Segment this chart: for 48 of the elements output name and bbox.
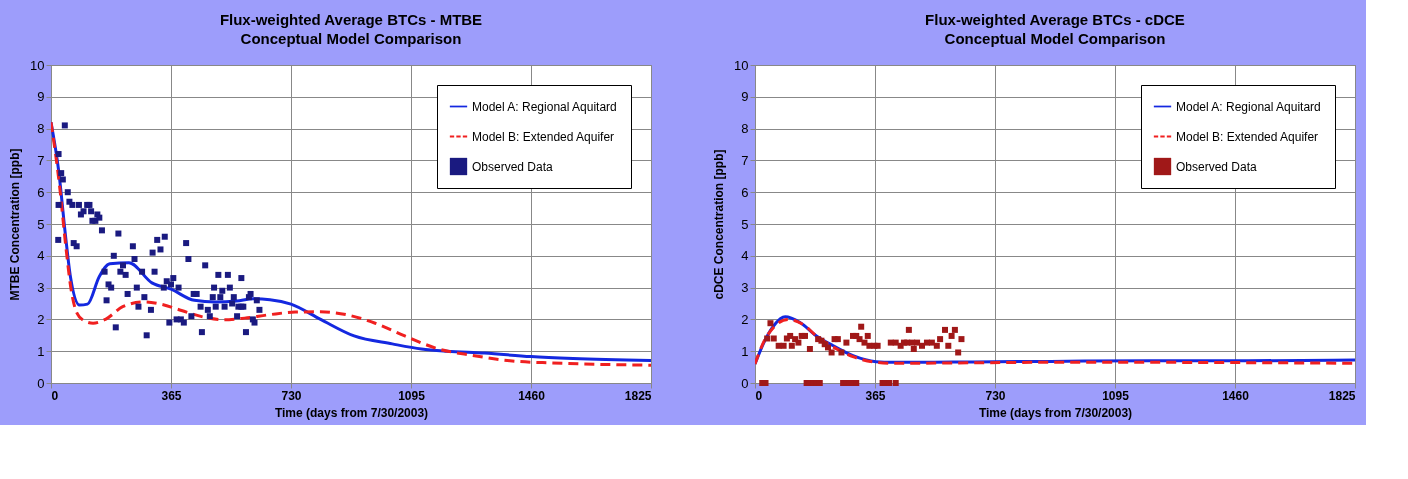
y-tick-label: 9 [37, 89, 45, 105]
y-axis-title: MTBE Concentration [ppb] [8, 148, 23, 301]
legend-label: Model B: Extended Aquifer [472, 129, 615, 144]
y-tick-label: 6 [37, 184, 45, 200]
legend-label: Model A: Regional Aquitard [472, 99, 617, 114]
chart-title: Flux-weighted Average BTCs - MTBE [219, 11, 483, 28]
x-tick-label: 730 [985, 388, 1006, 403]
y-tick-label: 10 [734, 57, 749, 73]
y-tick-label: 1 [37, 343, 45, 359]
y-tick-label: 7 [741, 152, 749, 168]
y-tick-label: 2 [741, 311, 749, 327]
y-tick-label: 3 [741, 280, 749, 296]
chart-title: Flux-weighted Average BTCs - cDCE [925, 11, 1185, 28]
x-tick-label: 1460 [1222, 388, 1250, 403]
legend-label: Model B: Extended Aquifer [1176, 129, 1319, 144]
x-tick-label: 0 [51, 388, 59, 403]
y-tick-label: 4 [741, 248, 749, 264]
chart-subtitle: Conceptual Model Comparison [944, 30, 1166, 47]
y-tick-label: 4 [37, 248, 45, 264]
chart-subtitle: Conceptual Model Comparison [240, 30, 462, 47]
y-tick-label: 2 [37, 311, 45, 327]
x-tick-label: 365 [161, 388, 182, 403]
y-axis-title: cDCE Concentration [ppb] [712, 149, 727, 300]
y-tick-label: 5 [741, 216, 749, 232]
y-tick-label: 1 [741, 343, 749, 359]
y-tick-label: 9 [741, 89, 749, 105]
y-tick-label: 7 [37, 152, 45, 168]
x-tick-label: 1825 [1328, 388, 1356, 403]
y-tick-label: 3 [37, 280, 45, 296]
x-axis-title: Time (days from 7/30/2003) [978, 405, 1133, 420]
y-tick-label: 6 [741, 184, 749, 200]
x-tick-label: 1095 [1102, 388, 1130, 403]
legend-label: Observed Data [1176, 159, 1258, 174]
y-tick-label: 0 [741, 375, 749, 391]
x-axis-title: Time (days from 7/30/2003) [274, 405, 429, 420]
x-tick-label: 1825 [624, 388, 652, 403]
x-tick-label: 1095 [398, 388, 426, 403]
legend-label: Model A: Regional Aquitard [1176, 99, 1321, 114]
legend-label: Observed Data [472, 159, 554, 174]
y-tick-label: 8 [37, 121, 45, 137]
y-tick-label: 8 [741, 121, 749, 137]
y-tick-label: 0 [37, 375, 45, 391]
y-tick-label: 10 [30, 57, 45, 73]
x-tick-label: 730 [281, 388, 302, 403]
x-tick-label: 0 [755, 388, 763, 403]
x-tick-label: 1460 [518, 388, 546, 403]
y-tick-label: 5 [37, 216, 45, 232]
x-tick-label: 365 [865, 388, 886, 403]
